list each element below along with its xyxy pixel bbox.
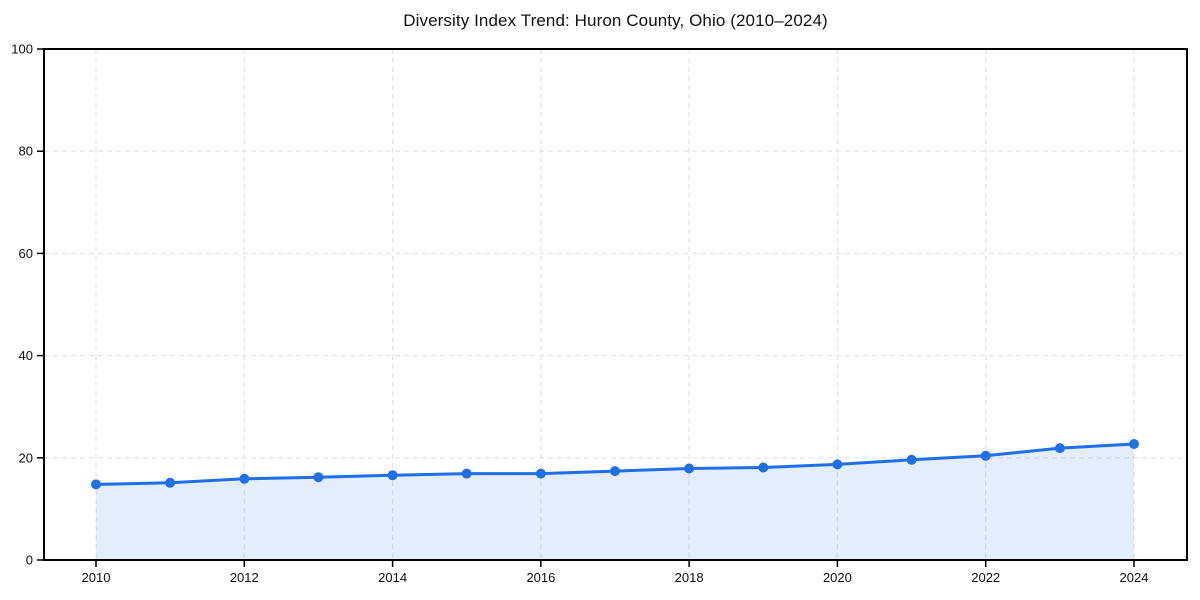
x-axis: 2010 2012 2014 2016 2018 2020 2022 2024 — [82, 561, 1149, 585]
data-point-2019 — [758, 462, 769, 473]
data-point-2023 — [1054, 443, 1065, 454]
x-tick-label-2020: 2020 — [823, 570, 852, 585]
x-tick-label-2024: 2024 — [1120, 570, 1149, 585]
data-point-2021 — [906, 454, 917, 465]
y-tick-label-80: 80 — [19, 144, 33, 159]
y-tick-label-100: 100 — [11, 42, 33, 57]
data-point-2016 — [535, 468, 546, 479]
data-point-2018 — [684, 463, 695, 474]
data-point-2024 — [1129, 439, 1139, 449]
y-tick-label-60: 60 — [19, 246, 33, 261]
x-tick-label-2014: 2014 — [378, 570, 407, 585]
y-axis: 0 20 40 60 80 100 — [11, 42, 43, 568]
data-point-2013 — [313, 472, 324, 483]
gridlines — [44, 49, 1187, 560]
data-point-2015 — [461, 468, 472, 479]
y-tick-label-40: 40 — [19, 348, 33, 363]
plot-border — [43, 48, 1188, 561]
data-point-2011 — [165, 477, 176, 488]
y-tick-label-20: 20 — [19, 450, 33, 465]
chart-title: Diversity Index Trend: Huron County, Ohi… — [403, 11, 828, 30]
data-point-2020 — [832, 459, 843, 470]
x-tick-label-2012: 2012 — [230, 570, 259, 585]
x-tick-label-2010: 2010 — [82, 570, 111, 585]
data-point-2017 — [610, 466, 620, 477]
area-fill — [96, 444, 1134, 560]
x-tick-label-2018: 2018 — [675, 570, 704, 585]
x-tick-label-2016: 2016 — [526, 570, 555, 585]
data-point-2012 — [239, 473, 250, 484]
y-tick-label-0: 0 — [26, 553, 33, 568]
data-point-2022 — [980, 450, 991, 461]
data-point-2014 — [387, 470, 398, 481]
data-point-2010 — [91, 479, 101, 490]
data-points — [91, 439, 1139, 490]
x-tick-label-2022: 2022 — [971, 570, 1000, 585]
